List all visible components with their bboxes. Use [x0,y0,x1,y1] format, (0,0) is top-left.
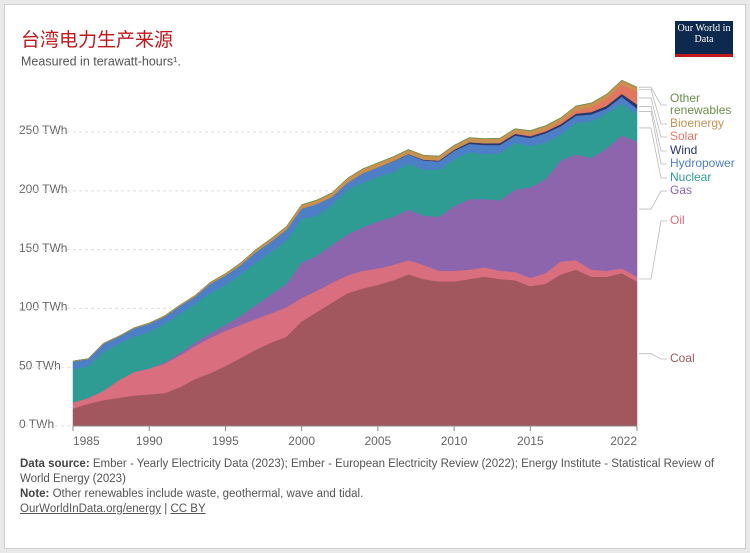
note-text: Other renewables include waste, geotherm… [52,488,364,500]
connector [639,106,667,152]
separator: | [164,503,168,515]
connector [639,86,667,106]
x-tick-label: 1995 [212,434,239,448]
source-label: Data source: [20,458,90,470]
connector [639,190,667,210]
logo-text: Our World in Data [677,23,731,45]
area [72,79,638,362]
legend-label: Solar [670,129,698,143]
legend-label: Gas [670,183,692,197]
y-tick-label: 50 TWh [19,358,61,372]
legend-label: Hydropower [670,156,735,170]
connector [639,97,667,138]
logo [675,21,733,57]
links: OurWorldInData.org/energy | CC BY [20,502,720,517]
connector [639,353,667,360]
connector [639,220,667,280]
x-tick-label: 1990 [136,434,163,448]
source-text: Ember - Yearly Electricity Data (2023); … [20,458,715,485]
subtitle: Measured in terawatt-hours¹. [21,54,181,68]
y-tick-label: 250 TWh [19,123,67,137]
legend-label: Wind [670,143,697,157]
logo-bar [675,54,733,57]
y-tick-label: 0 TWh [19,417,54,431]
y-tick-label: 150 TWh [19,241,67,255]
connector [639,89,667,125]
footer: Data source: Ember - Yearly Electricity … [20,457,720,517]
logo-box: Our World in Data [677,23,731,45]
legend-label: Bioenergy [670,116,724,130]
x-tick-label: 1985 [73,434,100,448]
chart: 台湾电力生产来源 Measured in terawatt-hours¹. Ou… [19,21,735,448]
x-tick-label: 2010 [441,434,468,448]
x-tick-label: 2022 [610,434,637,448]
legend-label: Other renewables [670,91,731,117]
x-tick-label: 2000 [288,434,315,448]
note-label: Note: [20,488,50,500]
x-tick-label: 2005 [365,434,392,448]
card: 台湾电力生产来源 Measured in terawatt-hours¹. Ou… [4,4,746,549]
legend-label: Coal [670,351,695,365]
source: Data source: Ember - Yearly Electricity … [20,457,720,487]
connector [639,127,667,179]
link[interactable]: OurWorldInData.org/energy [20,503,162,515]
y-tick-label: 100 TWh [19,300,67,314]
y-tick-label: 200 TWh [19,182,67,196]
legend-label: Nuclear [670,170,711,184]
connector [639,111,667,165]
chart-title: 台湾电力生产来源 [21,29,173,51]
legend-label: Oil [670,213,685,227]
x-tick-label: 2015 [517,434,544,448]
note: Note: Other renewables include waste, ge… [20,487,720,502]
license[interactable]: CC BY [170,503,206,515]
